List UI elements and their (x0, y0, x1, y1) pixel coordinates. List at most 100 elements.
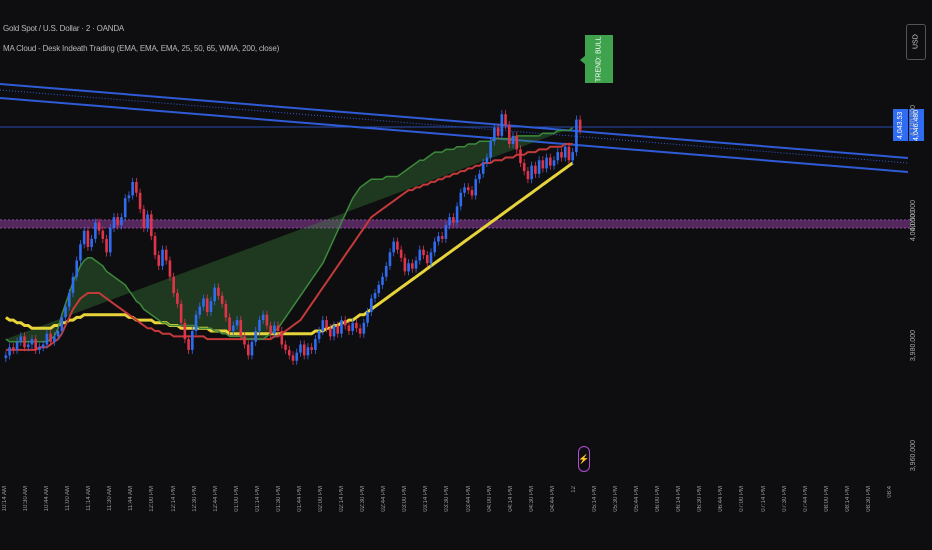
x-tick-label: 07:44 PM (802, 486, 809, 512)
candle-body (455, 206, 459, 223)
candle-body (205, 298, 209, 312)
wma-200-line (5, 161, 574, 336)
candle-body (437, 236, 440, 242)
ema-fast-line (5, 127, 574, 343)
candle-body (534, 165, 537, 174)
x-tick-label: 03:30 PM (444, 486, 451, 512)
candle-body (228, 317, 231, 331)
x-tick-label: 06:14 PM (676, 486, 683, 512)
x-tick-label: 10:44 AM (44, 486, 51, 512)
x-tick-label: 08:4 (886, 486, 893, 498)
candle-body (548, 157, 552, 166)
candle-body (261, 314, 265, 321)
x-tick-label: 04:30 PM (528, 486, 535, 512)
candle-body (131, 181, 134, 196)
candle-body (112, 217, 116, 228)
candle-body (433, 241, 437, 253)
candle-body (317, 330, 321, 340)
candle-body (56, 330, 60, 337)
candle-body (414, 260, 418, 269)
candle-body (209, 301, 213, 312)
trendline-mid (0, 89, 909, 164)
x-tick-label: 01:30 PM (275, 486, 282, 512)
candle-body (146, 214, 149, 228)
candle-body (67, 293, 71, 307)
x-tick-label: 03:14 PM (423, 486, 430, 512)
candle-body (138, 192, 142, 210)
candle-body (295, 352, 299, 361)
trend-badge: TREND: BULL (585, 35, 613, 83)
x-tick-label: 06:44 PM (718, 486, 725, 512)
candle-body (153, 236, 157, 256)
x-tick-label: 12:44 PM (212, 486, 219, 512)
candle-body (4, 355, 8, 359)
x-tick-label: 01:14 PM (254, 486, 261, 512)
ma-cloud (5, 127, 573, 342)
candle-body (71, 276, 75, 294)
trendline-layer (0, 83, 909, 173)
trendline-lower (0, 97, 909, 173)
candle-body (541, 160, 545, 169)
candle-body (537, 160, 541, 174)
candle-body (287, 349, 291, 356)
x-tick-label: 07:14 PM (760, 486, 767, 512)
candle-body (377, 284, 381, 294)
candle-body (273, 325, 276, 334)
candle-body (399, 249, 403, 258)
candle-body (381, 276, 384, 285)
candle-body (560, 152, 563, 158)
bolt-icon[interactable]: ⚡ (578, 446, 590, 472)
candle-body (179, 303, 183, 323)
x-tick-label: 06:30 PM (697, 486, 704, 512)
candle-body (280, 330, 284, 345)
candle-body (567, 146, 571, 161)
candle-body (12, 347, 15, 350)
candle-body (172, 276, 175, 294)
candle-body (347, 325, 351, 331)
candle-body (243, 336, 246, 345)
candle-body (578, 119, 582, 131)
candle-body (355, 322, 358, 329)
candle-body (194, 314, 198, 331)
candle-body (64, 306, 67, 318)
candle-body (463, 187, 466, 193)
x-tick-label: 10:30 AM (23, 486, 30, 512)
candle-body (97, 222, 101, 231)
candle-body (213, 287, 216, 302)
candle-body (429, 252, 433, 264)
candle-body (220, 295, 224, 304)
candle-body (515, 135, 519, 150)
candle-body (198, 306, 202, 315)
candle-body (362, 322, 366, 334)
supply-zone (0, 219, 910, 228)
candle-body (86, 230, 90, 247)
candle-body (563, 146, 567, 158)
candle-body (470, 190, 474, 196)
candle-body (485, 157, 489, 163)
candle-body (232, 325, 235, 331)
y-tick-label: 3,960.000 (910, 440, 917, 472)
candle-body (370, 298, 373, 312)
candle-body (19, 336, 23, 342)
candle-body (183, 322, 187, 340)
candle-body (157, 255, 161, 266)
x-tick-label: 11:00 AM (65, 486, 72, 511)
candle-body (30, 339, 34, 345)
candle-body (321, 320, 325, 331)
candle-body (53, 336, 56, 342)
candle-body (466, 187, 470, 191)
candle-body (343, 320, 347, 326)
candle-body (250, 341, 254, 356)
x-tick-label: 08:30 PM (865, 486, 872, 512)
candle-body (60, 317, 64, 331)
candle-body (511, 135, 515, 144)
candle-body (276, 325, 280, 331)
candle-body (164, 249, 168, 261)
candle-body (478, 173, 481, 180)
currency-button[interactable]: USD (906, 24, 926, 60)
indicator-label[interactable]: MA Cloud - Desk Indeath Trading (EMA, EM… (3, 44, 280, 53)
candle-body (556, 152, 560, 161)
candle-body (425, 255, 429, 264)
candle-body (235, 320, 239, 326)
